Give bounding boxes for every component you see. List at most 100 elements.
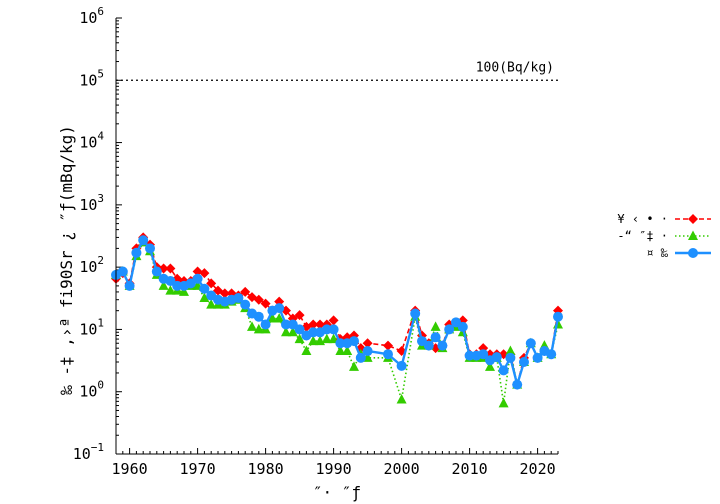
legend-label: ‐“ ″‡ · bbox=[617, 229, 668, 243]
reference-line: 100(Bq/kg) bbox=[116, 60, 558, 81]
x-tick-label: 1990 bbox=[316, 460, 352, 478]
data-point bbox=[512, 379, 523, 390]
data-point bbox=[206, 278, 217, 289]
data-point bbox=[124, 280, 135, 291]
data-point bbox=[158, 280, 169, 290]
y-tick-label: 106 bbox=[79, 5, 104, 27]
y-tick-label: 10−1 bbox=[73, 441, 104, 463]
x-tick-label: 2010 bbox=[452, 460, 488, 478]
legend-marker bbox=[688, 214, 698, 224]
data-point bbox=[519, 356, 529, 367]
x-tick-label: 1980 bbox=[248, 460, 284, 478]
series-layer bbox=[111, 232, 563, 408]
data-point bbox=[478, 349, 489, 360]
plot-area bbox=[116, 18, 558, 454]
data-point bbox=[505, 345, 516, 356]
y-tick-label: 103 bbox=[79, 192, 104, 214]
x-tick-label: 2020 bbox=[520, 460, 556, 478]
y-tick-label: 104 bbox=[79, 130, 104, 152]
data-point bbox=[267, 312, 278, 323]
data-point bbox=[485, 361, 495, 371]
data-point bbox=[165, 263, 176, 274]
data-point bbox=[362, 338, 373, 349]
data-point bbox=[383, 349, 393, 360]
data-point bbox=[240, 299, 251, 310]
data-point bbox=[281, 326, 291, 337]
legend-item: ¤ ‰ bbox=[646, 246, 711, 260]
data-point bbox=[396, 360, 407, 371]
data-point bbox=[287, 326, 298, 337]
data-point bbox=[192, 273, 203, 284]
data-point bbox=[165, 285, 176, 295]
legend-marker bbox=[688, 248, 698, 258]
data-point bbox=[253, 294, 264, 305]
legend: ¥ ‹ • · ‐“ ″‡ · ¤ ‰ bbox=[617, 212, 711, 260]
data-point bbox=[206, 299, 217, 309]
data-point bbox=[192, 266, 203, 277]
y-tick-label: 101 bbox=[79, 316, 104, 338]
data-point bbox=[117, 266, 128, 277]
data-point bbox=[145, 243, 155, 254]
data-point bbox=[457, 321, 468, 332]
data-point bbox=[491, 352, 502, 363]
data-point bbox=[430, 332, 441, 343]
legend-label: ¤ ‰ bbox=[646, 246, 668, 260]
data-point bbox=[240, 286, 251, 297]
data-point bbox=[498, 365, 509, 376]
data-point bbox=[423, 340, 434, 351]
data-point bbox=[430, 321, 441, 331]
data-point bbox=[219, 288, 230, 299]
y-axis-title: ‰ -‡ ,›ª fi90Sr ¿ ″ƒ(mBq/kg) bbox=[57, 125, 76, 395]
data-point bbox=[308, 335, 319, 346]
data-point bbox=[532, 352, 543, 363]
data-point bbox=[253, 323, 264, 334]
data-point bbox=[260, 298, 271, 309]
data-point bbox=[199, 292, 210, 302]
legend-item: ¥ ‹ • · bbox=[617, 212, 711, 226]
data-point bbox=[233, 292, 244, 303]
data-point bbox=[383, 340, 393, 351]
data-point bbox=[362, 346, 373, 357]
data-point bbox=[131, 247, 142, 258]
legend-label: ¥ ‹ • · bbox=[617, 212, 668, 226]
data-point bbox=[342, 345, 353, 356]
data-point bbox=[253, 311, 264, 322]
data-point bbox=[505, 352, 516, 363]
data-point bbox=[294, 310, 305, 321]
data-point bbox=[294, 324, 305, 335]
data-point bbox=[274, 303, 285, 314]
data-point bbox=[301, 345, 312, 356]
data-point bbox=[328, 324, 339, 335]
x-tick-label: 1970 bbox=[180, 460, 216, 478]
data-point bbox=[274, 312, 285, 323]
legend-item: ‐“ ″‡ · bbox=[617, 229, 711, 243]
data-point bbox=[396, 393, 407, 404]
data-point bbox=[260, 319, 271, 330]
data-point bbox=[335, 345, 346, 356]
legend-marker bbox=[688, 230, 698, 240]
y-tick-label: 105 bbox=[79, 67, 104, 89]
y-tick-label: 100 bbox=[79, 379, 104, 401]
data-point bbox=[410, 308, 421, 319]
x-tick-labels: 1960 1970 1980 1990 2000 2010 2020 bbox=[112, 460, 556, 478]
data-point bbox=[138, 235, 149, 246]
data-point bbox=[247, 321, 257, 331]
data-point bbox=[349, 336, 359, 347]
data-point bbox=[199, 268, 210, 279]
data-point bbox=[321, 333, 332, 344]
axes-frame bbox=[115, 18, 558, 455]
data-point bbox=[437, 340, 448, 351]
data-point bbox=[444, 324, 455, 335]
y-tick-label: 102 bbox=[79, 254, 104, 276]
data-point bbox=[355, 352, 366, 363]
x-tick-label: 2000 bbox=[384, 460, 420, 478]
data-point bbox=[546, 349, 557, 360]
x-tick-label: 1960 bbox=[112, 460, 148, 478]
data-point bbox=[349, 361, 359, 371]
data-point bbox=[199, 283, 210, 294]
data-point bbox=[498, 397, 509, 408]
series-3 bbox=[111, 235, 563, 390]
data-point bbox=[179, 286, 189, 296]
x-axis-title: ″· ″ƒ bbox=[313, 483, 361, 502]
